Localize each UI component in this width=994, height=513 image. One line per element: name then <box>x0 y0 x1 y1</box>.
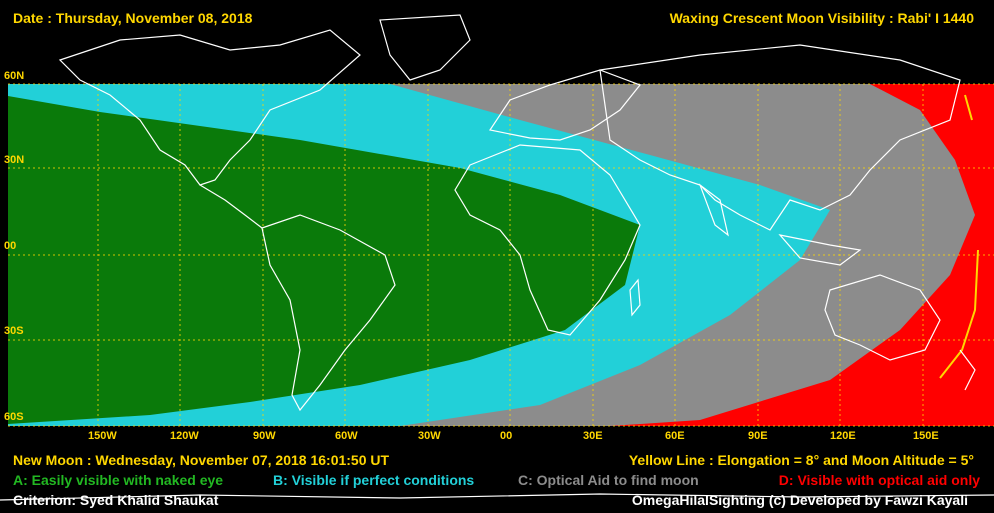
lat-label-00: 00 <box>4 240 17 252</box>
lon-label-30e: 30E <box>583 430 603 442</box>
lon-label-90e: 90E <box>748 430 768 442</box>
lat-label-60n: 60N <box>4 70 25 82</box>
lon-label-150w: 150W <box>88 430 117 442</box>
lat-label-30s: 30S <box>4 325 24 337</box>
new-moon-label: New Moon : Wednesday, November 07, 2018 … <box>13 452 390 468</box>
zone-a <box>8 96 640 424</box>
yellow-line <box>939 94 979 379</box>
date-label: Date : Thursday, November 08, 2018 <box>13 10 253 26</box>
legend-d: D: Visible with optical aid only <box>778 472 980 488</box>
graticule <box>8 83 994 427</box>
criterion-label: Criterion: Syed Khalid Shaukat <box>13 492 219 508</box>
lat-label-30n: 30N <box>4 154 25 166</box>
legend-b: B: Visible if perfect conditions <box>273 472 475 488</box>
lon-label-90w: 90W <box>253 430 276 442</box>
yellow-line-label: Yellow Line : Elongation = 8° and Moon A… <box>628 452 974 468</box>
credit-label: OmegaHilalSighting (c) Developed by Fawz… <box>631 492 968 508</box>
coastlines <box>0 14 994 501</box>
lon-label-150e: 150E <box>913 430 939 442</box>
lat-label-60s: 60S <box>4 411 24 423</box>
lon-label-60e: 60E <box>665 430 685 442</box>
lon-label-120w: 120W <box>170 430 199 442</box>
lon-label-30w: 30W <box>418 430 441 442</box>
lon-label-00: 00 <box>500 430 513 442</box>
map-title: Waxing Crescent Moon Visibility : Rabi' … <box>669 10 974 26</box>
legend-c: C: Optical Aid to find moon <box>518 472 699 488</box>
lon-label-60w: 60W <box>335 430 358 442</box>
lon-label-120e: 120E <box>830 430 856 442</box>
legend-a: A: Easily visible with naked eye <box>13 472 224 488</box>
